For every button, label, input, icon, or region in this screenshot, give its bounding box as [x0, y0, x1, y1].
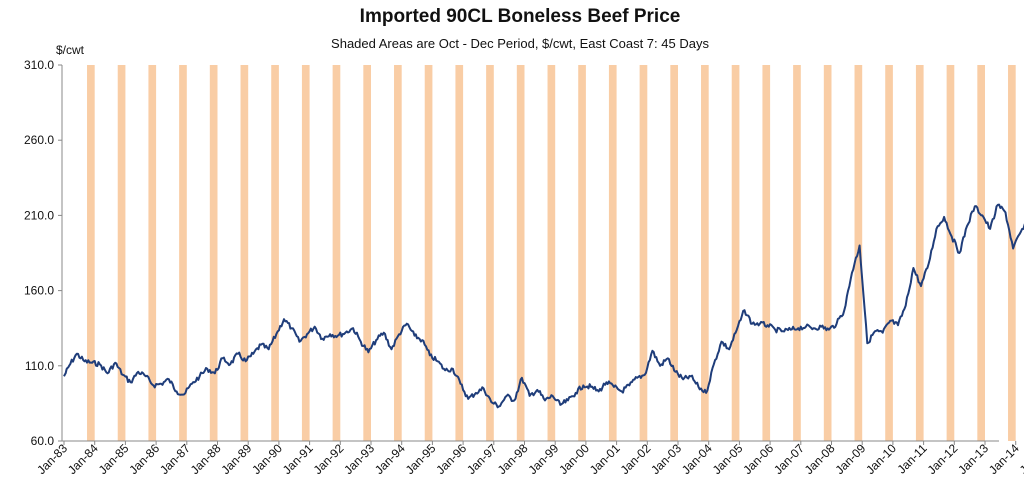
shaded-oct-dec-1991: [332, 65, 341, 441]
shaded-oct-dec-1993: [394, 65, 402, 441]
x-tick-label: Jan-86: [126, 441, 162, 477]
shaded-oct-dec-2004: [731, 65, 740, 441]
shaded-oct-dec-1987: [209, 65, 218, 441]
shaded-oct-dec-1999: [578, 65, 586, 441]
y-axis-ticks: 60.0 110.0 160.0 210.0 260.0 310.0: [24, 58, 62, 448]
x-tick-label: Jan-88: [188, 441, 224, 477]
shaded-oct-dec-2007: [823, 65, 832, 441]
shaded-oct-dec-1995: [455, 65, 464, 441]
shaded-oct-dec-2001: [639, 65, 648, 441]
axes: [61, 65, 999, 442]
shaded-oct-dec-1997: [516, 65, 525, 441]
series-line-0: [63, 203, 1024, 409]
chart-subtitle: Shaded Areas are Oct - Dec Period, $/cwt…: [331, 36, 709, 51]
y-tick-label: 60.0: [31, 434, 55, 448]
x-tick-label: Jan-94: [372, 441, 408, 477]
shaded-oct-dec-1988: [240, 65, 249, 441]
shaded-oct-dec-2010: [915, 65, 924, 441]
x-tick-label: Jan-04: [679, 441, 715, 477]
x-tick-label: Jan-87: [157, 441, 193, 477]
shaded-oct-dec-1984: [117, 65, 126, 441]
x-tick-label: Jan-06: [740, 441, 776, 477]
x-tick-label: Jan-00: [556, 441, 592, 477]
shaded-oct-dec-1998: [547, 65, 556, 441]
shaded-periods: [87, 65, 1016, 441]
shaded-oct-dec-1989: [271, 65, 279, 441]
y-axis-unit-label: $/cwt: [56, 43, 85, 57]
x-tick-label: Jan-89: [218, 441, 254, 477]
x-tick-label: Jan-13: [955, 441, 991, 477]
x-tick-label: Jan-10: [863, 441, 899, 477]
y-tick-label: 260.0: [24, 133, 54, 147]
shaded-oct-dec-2006: [793, 65, 801, 441]
x-tick-label: Jan-03: [648, 441, 684, 477]
x-tick-label: Jan-15: [1017, 441, 1024, 477]
x-tick-label: Jan-99: [525, 441, 561, 477]
x-tick-label: Jan-12: [925, 441, 961, 477]
x-axis-ticks: Jan-83Jan-84Jan-85Jan-86Jan-87Jan-88Jan-…: [34, 441, 1024, 477]
x-tick-label: Jan-90: [249, 441, 285, 477]
x-tick-label: Jan-01: [587, 441, 623, 477]
x-tick-label: Jan-07: [771, 441, 807, 477]
shaded-oct-dec-1986: [179, 65, 187, 441]
chart-title: Imported 90CL Boneless Beef Price: [359, 6, 681, 27]
shaded-oct-dec-1985: [148, 65, 157, 441]
x-tick-label: Jan-05: [710, 441, 746, 477]
x-tick-label: Jan-85: [96, 441, 132, 477]
series-lines: [63, 203, 1024, 409]
x-tick-label: Jan-14: [986, 441, 1022, 477]
shaded-oct-dec-1994: [424, 65, 433, 441]
shaded-oct-dec-2000: [608, 65, 617, 441]
x-tick-label: Jan-93: [341, 441, 377, 477]
y-tick-label: 110.0: [25, 359, 54, 373]
shaded-oct-dec-2005: [762, 65, 771, 441]
x-tick-label: Jan-96: [433, 441, 469, 477]
shaded-oct-dec-2009: [885, 65, 893, 441]
shaded-oct-dec-1983: [87, 65, 95, 441]
shaded-oct-dec-2012: [977, 65, 985, 441]
shaded-oct-dec-1992: [363, 65, 371, 441]
shaded-oct-dec-2002: [670, 65, 678, 441]
y-tick-label: 210.0: [24, 208, 54, 222]
x-tick-label: Jan-92: [311, 441, 347, 477]
x-tick-label: Jan-11: [894, 441, 929, 476]
shaded-oct-dec-1996: [486, 65, 494, 441]
x-tick-label: Jan-02: [618, 441, 654, 477]
shaded-oct-dec-2011: [946, 65, 955, 441]
x-tick-label: Jan-84: [65, 441, 101, 477]
shaded-oct-dec-2003: [701, 65, 709, 441]
shaded-oct-dec-1990: [301, 65, 310, 441]
x-tick-label: Jan-95: [403, 441, 439, 477]
x-tick-label: Jan-98: [495, 441, 531, 477]
shaded-oct-dec-2013: [1008, 65, 1016, 441]
y-tick-label: 160.0: [24, 284, 54, 298]
x-tick-label: Jan-09: [832, 441, 868, 477]
x-tick-label: Jan-97: [464, 441, 500, 477]
y-tick-label: 310.0: [24, 58, 54, 72]
x-tick-label: Jan-91: [280, 441, 316, 477]
x-tick-label: Jan-08: [802, 441, 838, 477]
